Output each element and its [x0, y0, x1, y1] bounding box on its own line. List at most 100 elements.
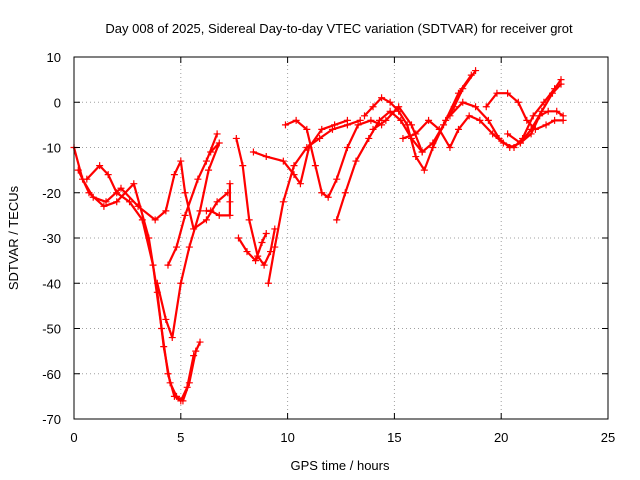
- data-point: [281, 121, 289, 129]
- y-tick-label: -20: [42, 186, 61, 201]
- data-point: [369, 103, 377, 111]
- data-point: [343, 121, 351, 129]
- x-tick-label: 5: [177, 430, 184, 445]
- data-point: [181, 211, 189, 219]
- data-point: [495, 134, 503, 142]
- data-point: [446, 144, 454, 151]
- tick-labels: 0 5 10 15 20 25 10 0 -10 -20 -30 -40 -50 -60 -70: [42, 50, 615, 445]
- y-tick-label: 0: [54, 95, 61, 110]
- data-point: [484, 116, 492, 124]
- data-point: [446, 112, 454, 120]
- data-point: [318, 125, 326, 133]
- data-point: [529, 112, 537, 120]
- x-tick-label: 25: [601, 430, 615, 445]
- data-point: [102, 198, 110, 206]
- y-tick-label: -10: [42, 141, 61, 156]
- series-15: [446, 80, 565, 151]
- data-point: [425, 116, 433, 124]
- series-9: [264, 116, 364, 287]
- data-point: [493, 89, 501, 97]
- data-point: [158, 325, 166, 332]
- data-point: [516, 139, 524, 147]
- data-point: [205, 166, 213, 174]
- data-point: [151, 216, 159, 224]
- data-point: [465, 112, 473, 120]
- series-2: [74, 166, 204, 405]
- data-point: [378, 94, 386, 102]
- data-point: [192, 347, 200, 355]
- data-point: [177, 157, 185, 165]
- data-point: [527, 130, 535, 138]
- data-point: [149, 261, 157, 269]
- data-point: [559, 112, 567, 120]
- data-point: [215, 211, 223, 219]
- series-10: [281, 116, 386, 201]
- data-point: [262, 229, 270, 237]
- x-tick-label: 10: [280, 430, 294, 445]
- data-point: [267, 248, 275, 256]
- series-17: [504, 107, 567, 147]
- data-point: [296, 180, 304, 188]
- series-line: [363, 74, 473, 172]
- x-tick-label: 15: [387, 430, 401, 445]
- data-point: [454, 125, 462, 133]
- data-point: [126, 198, 134, 206]
- data-point: [429, 139, 437, 147]
- data-point: [202, 207, 210, 215]
- data-point: [170, 171, 178, 179]
- data-point: [356, 116, 364, 124]
- series-7: [234, 229, 270, 265]
- y-tick-label: -70: [42, 412, 61, 427]
- data-point: [375, 116, 383, 124]
- x-tick-label: 20: [494, 430, 508, 445]
- data-point: [164, 261, 172, 269]
- data-point: [476, 116, 484, 124]
- data-point: [164, 370, 172, 378]
- data-point: [450, 103, 458, 111]
- series-line: [166, 132, 219, 267]
- data-point: [548, 89, 556, 97]
- data-point: [367, 116, 375, 124]
- series-line: [401, 78, 563, 149]
- data-point: [412, 130, 420, 138]
- data-point: [185, 243, 193, 251]
- data-point: [418, 148, 426, 156]
- data-point: [234, 234, 242, 242]
- data-point: [399, 134, 407, 142]
- data-point: [331, 121, 339, 129]
- data-point: [482, 103, 490, 111]
- chart-title: Day 008 of 2025, Sidereal Day-to-day VTE…: [105, 21, 573, 36]
- data-point: [407, 121, 415, 129]
- data-point: [290, 162, 298, 170]
- y-tick-label: -40: [42, 276, 61, 291]
- data-point: [369, 125, 377, 133]
- data-point: [245, 216, 253, 224]
- data-point: [551, 116, 559, 124]
- data-point: [215, 139, 223, 147]
- data-point: [395, 103, 403, 111]
- data-point: [181, 189, 189, 197]
- data-point: [104, 171, 112, 179]
- data-point: [472, 67, 480, 75]
- data-point: [504, 89, 512, 97]
- data-point: [177, 397, 185, 405]
- data-point: [190, 352, 198, 360]
- data-point: [239, 162, 247, 170]
- series-14: [399, 76, 565, 151]
- data-point: [316, 134, 324, 142]
- data-point: [83, 175, 91, 183]
- data-point: [249, 148, 257, 156]
- series-18: [202, 180, 234, 219]
- data-point: [130, 180, 138, 188]
- data-point: [303, 125, 311, 133]
- data-point: [489, 130, 497, 138]
- data-point: [113, 198, 121, 206]
- y-axis-label: SDTVAR / TECUs: [6, 185, 21, 290]
- series-3: [83, 162, 198, 405]
- y-tick-label: -60: [42, 367, 61, 382]
- series-line: [371, 69, 477, 154]
- data-point: [194, 175, 202, 183]
- grid: [74, 57, 608, 419]
- data-point: [226, 198, 234, 206]
- data-point: [328, 125, 336, 133]
